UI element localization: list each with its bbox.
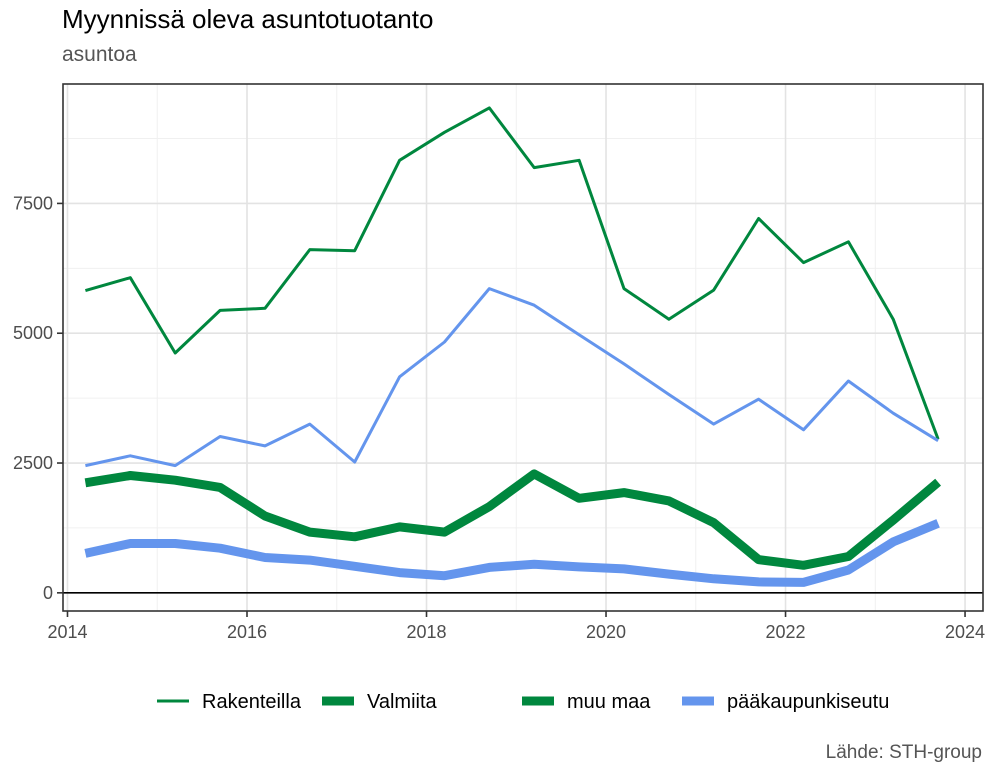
legend-label-2: Valmiita: [367, 691, 438, 713]
legend-label-1: Rakenteilla: [202, 691, 302, 713]
chart-title: Myynnissä oleva asuntotuotanto: [62, 4, 434, 34]
plot-border: [62, 83, 984, 612]
x-tick-label: 2024: [945, 622, 985, 642]
x-tick-label: 2020: [586, 622, 626, 642]
x-tick-label: 2018: [406, 622, 446, 642]
y-tick-label: 7500: [13, 193, 53, 213]
x-tick-label: 2016: [227, 622, 267, 642]
series-line-2: [85, 287, 939, 468]
legend-label-3: muu maa: [567, 691, 651, 713]
source-caption: Lähde: STH-group: [825, 742, 982, 763]
legend-label-4: pääkaupunkiseutu: [727, 691, 889, 713]
series-line-1: [84, 106, 940, 440]
series-line-4: [84, 519, 940, 587]
y-tick-label: 0: [43, 583, 53, 603]
x-tick-label: 2022: [766, 622, 806, 642]
x-tick-label: 2014: [47, 622, 87, 642]
y-tick-label: 2500: [13, 453, 53, 473]
chart-subtitle: asuntoa: [62, 43, 137, 66]
series-line-3: [84, 469, 942, 570]
plot-panel: [63, 84, 983, 611]
y-tick-label: 5000: [13, 323, 53, 343]
